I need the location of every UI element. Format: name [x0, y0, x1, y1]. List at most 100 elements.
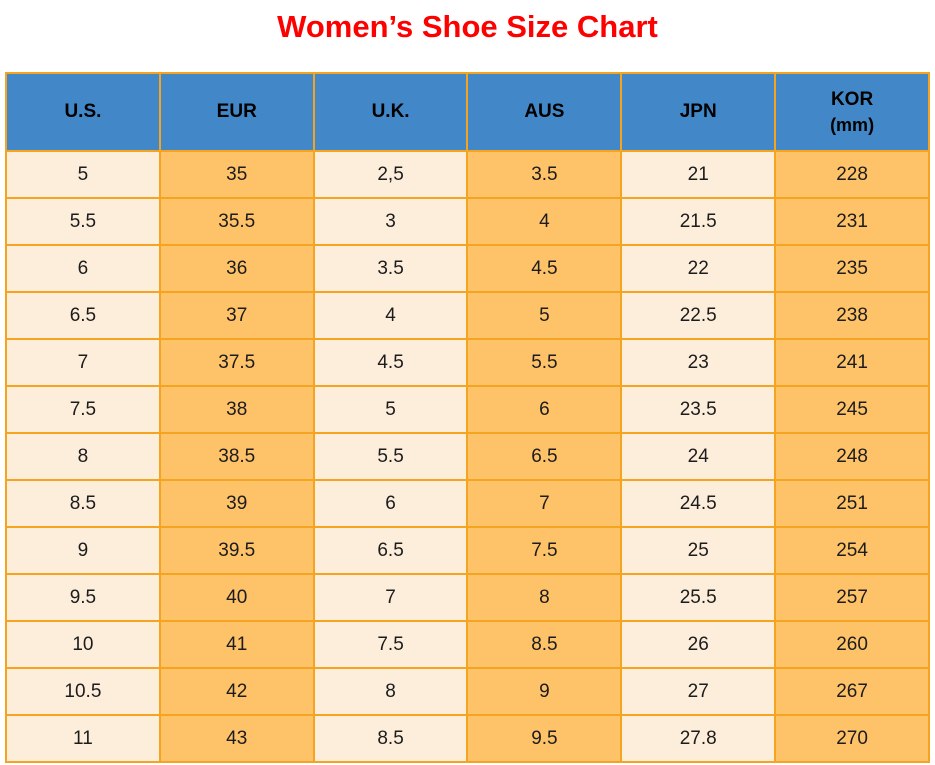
column-header-label: U.K. — [371, 101, 410, 123]
table-cell: 25.5 — [620, 573, 777, 622]
table-cell: 7.5 — [466, 526, 623, 575]
table-cell: 4 — [312, 291, 469, 340]
table-cell: 7.5 — [5, 385, 161, 434]
table-cell: 9 — [466, 667, 623, 716]
table-row: 7 37.5 4.5 5.5 23 241 — [5, 338, 930, 387]
table-cell: 37.5 — [158, 338, 315, 387]
table-cell: 245 — [774, 385, 930, 434]
column-header-us: U.S. — [5, 72, 161, 152]
table-cell: 7 — [466, 479, 623, 528]
table-cell: 10.5 — [5, 667, 161, 716]
column-header-jpn: JPN — [620, 72, 777, 152]
column-header-label: EUR — [216, 101, 257, 123]
table-cell: 6 — [5, 244, 161, 293]
table-cell: 38 — [158, 385, 315, 434]
table-cell: 2,5 — [312, 150, 469, 199]
table-cell: 6 — [466, 385, 623, 434]
table-cell: 10 — [5, 620, 161, 669]
table-cell: 24.5 — [620, 479, 777, 528]
table-cell: 5 — [466, 291, 623, 340]
table-cell: 25 — [620, 526, 777, 575]
table-row: 5 35 2,5 3.5 21 228 — [5, 150, 930, 199]
table-row: 9.5 40 7 8 25.5 257 — [5, 573, 930, 622]
table-cell: 3 — [312, 197, 469, 246]
header-row: U.S. EUR U.K. AUS JPN KOR (mm) — [5, 72, 930, 152]
table-cell: 39.5 — [158, 526, 315, 575]
table-cell: 4.5 — [466, 244, 623, 293]
table-cell: 3.5 — [466, 150, 623, 199]
table-cell: 7 — [312, 573, 469, 622]
table-header: U.S. EUR U.K. AUS JPN KOR (mm) — [5, 72, 930, 152]
table-cell: 5.5 — [5, 197, 161, 246]
table-row: 6.5 37 4 5 22.5 238 — [5, 291, 930, 340]
table-row: 11 43 8.5 9.5 27.8 270 — [5, 714, 930, 763]
table-cell: 43 — [158, 714, 315, 763]
table-cell: 238 — [774, 291, 930, 340]
table-cell: 241 — [774, 338, 930, 387]
column-header-eur: EUR — [158, 72, 315, 152]
table-cell: 6 — [312, 479, 469, 528]
table-cell: 24 — [620, 432, 777, 481]
table-cell: 41 — [158, 620, 315, 669]
column-header-sublabel: (mm) — [830, 114, 875, 135]
table-cell: 37 — [158, 291, 315, 340]
table-cell: 8.5 — [312, 714, 469, 763]
table-cell: 38.5 — [158, 432, 315, 481]
table-cell: 8 — [312, 667, 469, 716]
column-header-label: KOR — [830, 89, 874, 111]
table-cell: 6.5 — [466, 432, 623, 481]
table-cell: 270 — [774, 714, 930, 763]
table-cell: 6.5 — [312, 526, 469, 575]
table-cell: 3.5 — [312, 244, 469, 293]
table-cell: 8 — [466, 573, 623, 622]
table-cell: 9.5 — [466, 714, 623, 763]
table-cell: 257 — [774, 573, 930, 622]
table-cell: 251 — [774, 479, 930, 528]
table-cell: 21 — [620, 150, 777, 199]
table-cell: 11 — [5, 714, 161, 763]
table-cell: 5.5 — [312, 432, 469, 481]
table-cell: 254 — [774, 526, 930, 575]
column-header-kor: KOR (mm) — [774, 72, 930, 152]
table-cell: 40 — [158, 573, 315, 622]
table-cell: 6.5 — [5, 291, 161, 340]
table-cell: 39 — [158, 479, 315, 528]
column-header-label: AUS — [524, 101, 565, 123]
column-header-label: U.S. — [64, 101, 102, 123]
column-header-uk: U.K. — [312, 72, 469, 152]
table-cell: 8.5 — [466, 620, 623, 669]
table-cell: 228 — [774, 150, 930, 199]
table-cell: 8 — [5, 432, 161, 481]
table-cell: 23.5 — [620, 385, 777, 434]
table-row: 5.5 35.5 3 4 21.5 231 — [5, 197, 930, 246]
table-cell: 36 — [158, 244, 315, 293]
table-row: 7.5 38 5 6 23.5 245 — [5, 385, 930, 434]
table-cell: 7 — [5, 338, 161, 387]
size-table-body: 5 35 2,5 3.5 21 228 5.5 35.5 3 4 21.5 231 6 36 3.5 4.5 2… — [5, 150, 930, 763]
page-title: Women’s Shoe Size Chart — [277, 9, 658, 44]
table-cell: 5.5 — [466, 338, 623, 387]
table-cell: 260 — [774, 620, 930, 669]
table-cell: 21.5 — [620, 197, 777, 246]
table-cell: 7.5 — [312, 620, 469, 669]
table-cell: 248 — [774, 432, 930, 481]
table-cell: 35 — [158, 150, 315, 199]
table-cell: 9.5 — [5, 573, 161, 622]
table-cell: 22 — [620, 244, 777, 293]
table-row: 6 36 3.5 4.5 22 235 — [5, 244, 930, 293]
table-cell: 8.5 — [5, 479, 161, 528]
table-row: 8 38.5 5.5 6.5 24 248 — [5, 432, 930, 481]
table-cell: 267 — [774, 667, 930, 716]
table-cell: 4 — [466, 197, 623, 246]
table-cell: 235 — [774, 244, 930, 293]
size-chart-table: U.S. EUR U.K. AUS JPN KOR (mm) — [5, 72, 930, 763]
table-cell: 22.5 — [620, 291, 777, 340]
table-cell: 5 — [312, 385, 469, 434]
table-cell: 27.8 — [620, 714, 777, 763]
table-row: 10.5 42 8 9 27 267 — [5, 667, 930, 716]
table-cell: 35.5 — [158, 197, 315, 246]
table-cell: 4.5 — [312, 338, 469, 387]
table-cell: 5 — [5, 150, 161, 199]
table-row: 8.5 39 6 7 24.5 251 — [5, 479, 930, 528]
column-header-aus: AUS — [466, 72, 623, 152]
